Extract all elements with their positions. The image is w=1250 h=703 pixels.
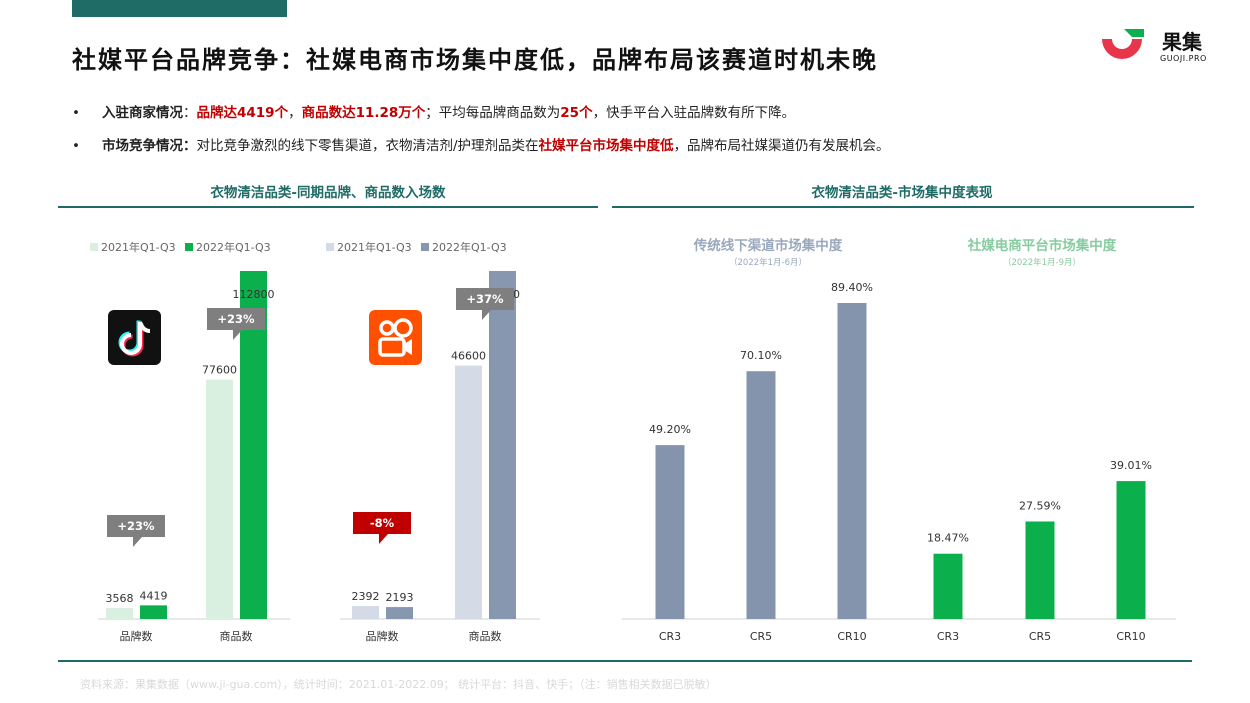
group-title: 传统线下渠道市场集中度 <box>693 237 843 254</box>
data-label: 70.10% <box>740 349 782 362</box>
bullet-text: ，品牌布局社媒渠道仍有发展机会。 <box>673 138 890 154</box>
page-title: 社媒平台品牌竞争：社媒电商市场集中度低，品牌布局该赛道时机未晚 <box>72 46 878 74</box>
bullet-dot: • <box>72 138 80 154</box>
tick-label: CR3 <box>659 630 681 643</box>
legend-swatch <box>90 243 98 251</box>
bullet-merchants: • 入驻商家情况：品牌达4419个，商品数达11.28万个；平均每品牌商品数为25… <box>72 101 795 121</box>
tick-label: 商品数 <box>469 629 502 643</box>
douyin-icon <box>108 310 161 365</box>
legend-label: 2022年Q1-Q3 <box>432 240 507 254</box>
bullet-label: 市场竞争情况： <box>102 138 197 154</box>
bar <box>206 379 233 619</box>
bullet-text: ，快手平台入驻品牌数有所下降。 <box>592 105 796 121</box>
bullet-dot: • <box>72 105 80 121</box>
growth-callout-text: +37% <box>466 292 504 306</box>
bullet-text: ；平均每品牌商品数为 <box>425 105 561 121</box>
legend-label: 2021年Q1-Q3 <box>101 240 176 254</box>
bar <box>106 607 133 619</box>
brand-name: 果集 <box>1162 30 1202 54</box>
legend-swatch <box>326 243 334 251</box>
data-label: 49.20% <box>649 423 691 436</box>
bar <box>489 271 516 619</box>
bullet-highlight: 社媒平台市场集中度低 <box>538 138 674 154</box>
growth-callout-text: +23% <box>117 519 155 533</box>
bar <box>837 303 867 619</box>
brand-logo <box>1102 29 1144 59</box>
data-label: 3568 <box>106 592 134 605</box>
tick-label: 品牌数 <box>120 629 153 643</box>
growth-callout-text: +23% <box>217 312 255 326</box>
tick-label: CR10 <box>1116 630 1145 643</box>
data-label: 27.59% <box>1019 499 1061 512</box>
bar <box>1116 481 1146 619</box>
data-label: 4419 <box>140 589 168 602</box>
data-label: 64000 <box>485 288 520 301</box>
bullet-label: 入驻商家情况 <box>102 105 183 121</box>
right-section-rule <box>612 206 1194 208</box>
data-label: 18.47% <box>927 532 969 545</box>
bar <box>352 605 379 619</box>
tick-label: CR10 <box>837 630 866 643</box>
legend-label: 2021年Q1-Q3 <box>337 240 412 254</box>
legend-label: 2022年Q1-Q3 <box>196 240 271 254</box>
data-label: 77600 <box>202 364 237 377</box>
tick-label: 品牌数 <box>366 629 399 643</box>
bullet-competition: • 市场竞争情况：对比竞争激烈的线下零售渠道，衣物清洁剂/护理剂品类在社媒平台市场… <box>72 134 890 154</box>
right-section-title: 衣物清洁品类-市场集中度表现 <box>811 185 993 201</box>
group-subtitle: （2022年1月-6月） <box>729 257 807 268</box>
data-label: 39.01% <box>1110 459 1152 472</box>
data-label: 112800 <box>233 288 275 301</box>
bar <box>655 445 685 619</box>
bullet-highlight: 25个 <box>560 105 593 121</box>
data-label: 89.40% <box>831 281 873 294</box>
bullet-highlight: 品牌达4419个 <box>196 105 289 121</box>
bullet-colon: ： <box>183 105 197 121</box>
bullet-sep: ， <box>288 105 302 121</box>
source-note: 资料来源：果集数据（www.ji-gua.com），统计时间：2021.01-2… <box>80 678 717 691</box>
data-label: 46600 <box>451 350 486 363</box>
tick-label: CR5 <box>750 630 772 643</box>
group-title: 社媒电商平台市场集中度 <box>967 237 1117 254</box>
brand-sub: GUOJI.PRO <box>1160 54 1207 63</box>
bar <box>386 607 413 619</box>
bullet-highlight: 商品数达11.28万个 <box>301 105 426 121</box>
bullet-text: 对比竞争激烈的线下零售渠道，衣物清洁剂/护理剂品类在 <box>196 138 539 154</box>
tick-label: CR3 <box>937 630 959 643</box>
growth-callout <box>107 515 165 547</box>
legend-swatch <box>421 243 429 251</box>
growth-callout <box>353 512 411 544</box>
bar <box>455 365 482 619</box>
bar <box>140 605 167 619</box>
bar <box>1025 521 1055 619</box>
tick-label: CR5 <box>1029 630 1051 643</box>
kuaishou-icon <box>369 310 422 365</box>
brand-logo-leaf <box>1124 29 1144 37</box>
growth-callout <box>456 288 514 320</box>
header-accent-bar <box>72 0 287 17</box>
data-label: 2392 <box>352 590 380 603</box>
left-section-title: 衣物清洁品类-同期品牌、商品数入场数 <box>210 185 446 201</box>
growth-callout-text: -8% <box>370 516 395 530</box>
left-section-rule <box>58 206 598 208</box>
bar <box>746 371 776 619</box>
footer-rule <box>58 660 1192 662</box>
group-subtitle: （2022年1月-9月） <box>1003 257 1081 268</box>
tick-label: 商品数 <box>220 629 253 643</box>
legend-swatch <box>185 243 193 251</box>
data-label: 2193 <box>386 591 414 604</box>
brand-logo-mark <box>1102 39 1142 59</box>
bar <box>240 271 267 619</box>
growth-callout <box>207 308 265 340</box>
bar <box>933 553 963 619</box>
